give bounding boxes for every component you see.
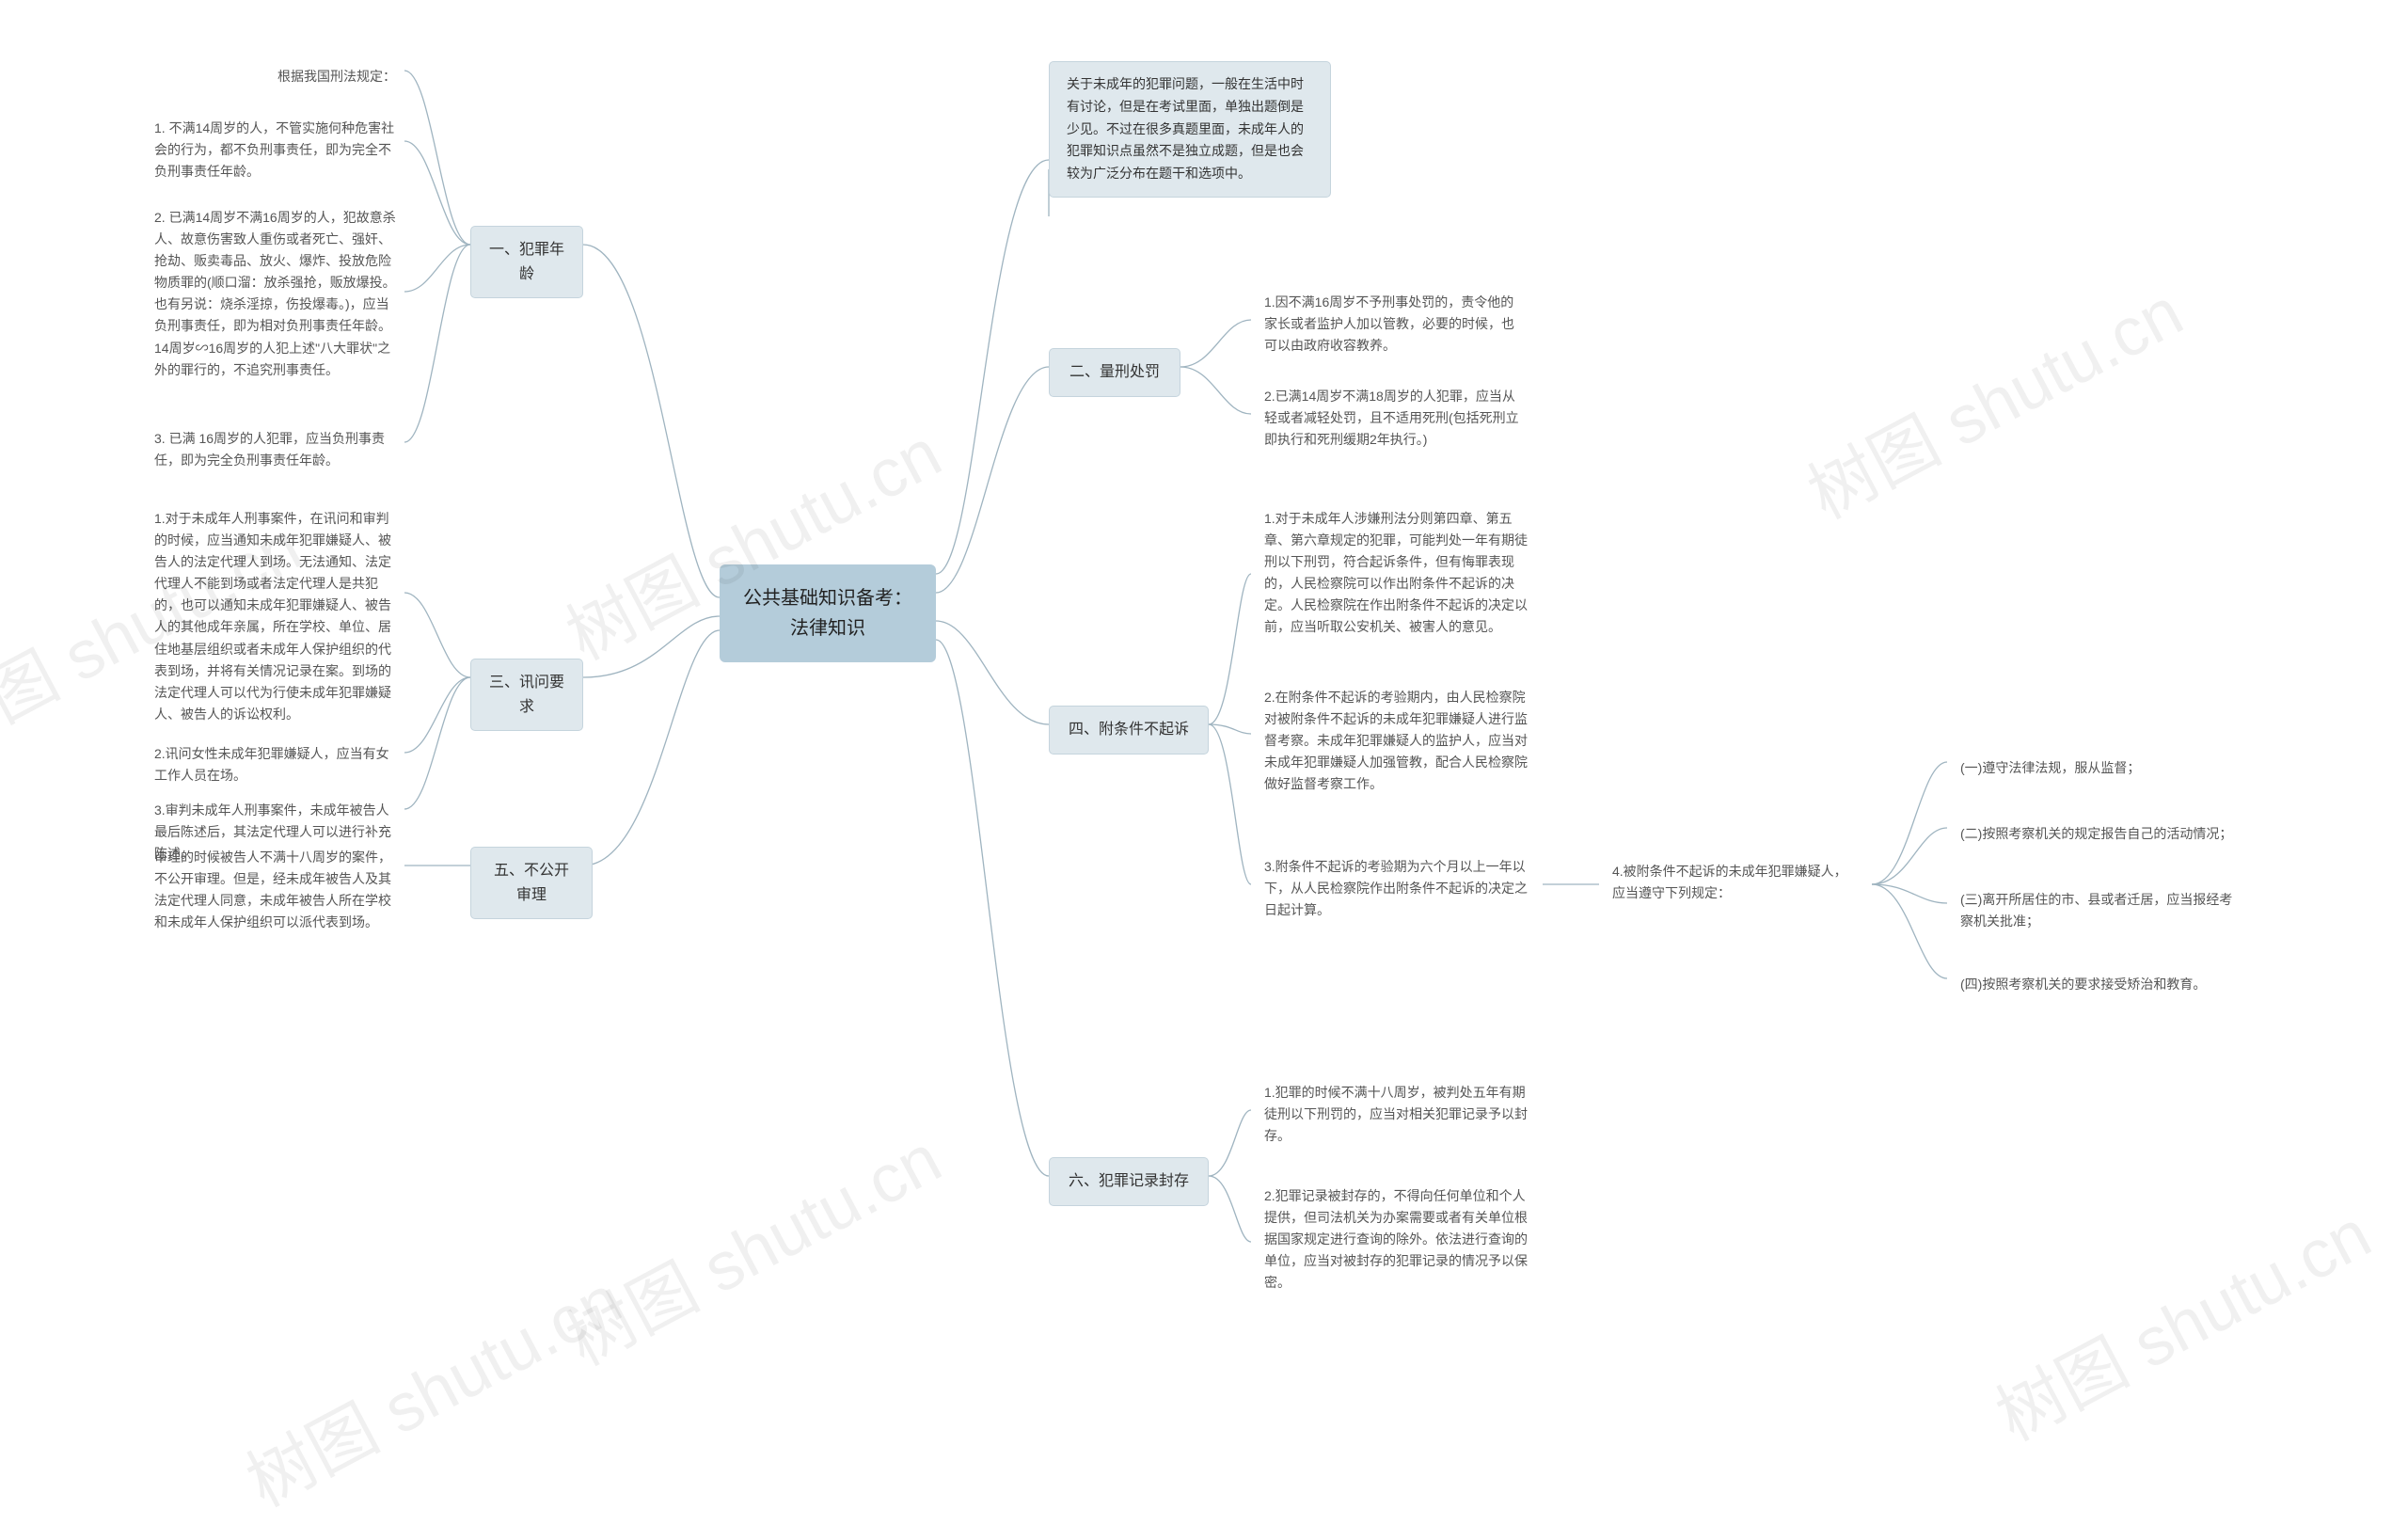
leaf-interrogation-2: 2.讯问女性未成年犯罪嫌疑人，应当有女工作人员在场。 <box>141 734 409 796</box>
note-box: 关于未成年的犯罪问题，一般在生活中时有讨论，但是在考试里面，单独出题倒是少见。不… <box>1049 61 1331 198</box>
branch-interrogation: 三、讯问要求 <box>470 659 583 731</box>
leaf-conditional-4-lead: 4.被附条件不起诉的未成年犯罪嫌疑人，应当遵守下列规定： <box>1599 851 1872 913</box>
leaf-conditional-4-1: (一)遵守法律法规，服从监督； <box>1947 748 2239 788</box>
leaf-conditional-3: 3.附条件不起诉的考验期为六个月以上一年以下，从人民检察院作出附条件不起诉的决定… <box>1251 847 1543 930</box>
leaf-sentencing-1: 1.因不满16周岁不予刑事处罚的，责令他的家长或者监护人加以管教，必要的时候，也… <box>1251 282 1533 366</box>
leaf-sentencing-2: 2.已满14周岁不满18周岁的人犯罪，应当从轻或者减轻处罚，且不适用死刑(包括死… <box>1251 376 1533 460</box>
leaf-age-1: 1. 不满14周岁的人，不管实施何种危害社会的行为，都不负刑事责任，即为完全不负… <box>141 108 409 192</box>
leaf-conditional-1: 1.对于未成年人涉嫌刑法分则第四章、第五章、第六章规定的犯罪，可能判处一年有期徒… <box>1251 499 1543 648</box>
branch-crime-age: 一、犯罪年龄 <box>470 226 583 298</box>
leaf-record-1: 1.犯罪的时候不满十八周岁，被判处五年有期徒刑以下刑罚的，应当对相关犯罪记录予以… <box>1251 1072 1543 1156</box>
watermark: 树图 shutu.cn <box>1976 1180 2384 1459</box>
leaf-record-2: 2.犯罪记录被封存的，不得向任何单位和个人提供，但司法机关为办案需要或者有关单位… <box>1251 1176 1543 1303</box>
leaf-age-3: 3. 已满 16周岁的人犯罪，应当负刑事责任，即为完全负刑事责任年龄。 <box>141 419 409 481</box>
center-node: 公共基础知识备考：法律知识 <box>720 564 936 662</box>
leaf-age-2: 2. 已满14周岁不满16周岁的人，犯故意杀人、故意伤害致人重伤或者死亡、强奸、… <box>141 198 409 390</box>
branch-closed-trial: 五、不公开审理 <box>470 847 593 919</box>
branch-conditional-nonpros: 四、附条件不起诉 <box>1049 706 1209 755</box>
leaf-conditional-4-3: (三)离开所居住的市、县或者迁居，应当报经考察机关批准； <box>1947 880 2258 942</box>
leaf-age-intro: 根据我国刑法规定： <box>249 56 409 97</box>
watermark: 树图 shutu.cn <box>227 1246 635 1525</box>
branch-record-sealing: 六、犯罪记录封存 <box>1049 1157 1209 1206</box>
leaf-interrogation-1: 1.对于未成年人刑事案件，在讯问和审判的时候，应当通知未成年犯罪嫌疑人、被告人的… <box>141 499 409 735</box>
watermark: 树图 shutu.cn <box>1788 258 2196 537</box>
watermark: 树图 shutu.cn <box>547 1104 955 1384</box>
leaf-conditional-2: 2.在附条件不起诉的考验期内，由人民检察院对被附条件不起诉的未成年犯罪嫌疑人进行… <box>1251 677 1543 804</box>
branch-sentencing: 二、量刑处罚 <box>1049 348 1180 397</box>
leaf-closed-trial-1: 审理的时候被告人不满十八周岁的案件，不公开审理。但是，经未成年被告人及其法定代理… <box>141 837 409 943</box>
leaf-conditional-4-2: (二)按照考察机关的规定报告自己的活动情况； <box>1947 814 2276 854</box>
leaf-conditional-4-4: (四)按照考察机关的要求接受矫治和教育。 <box>1947 964 2258 1005</box>
